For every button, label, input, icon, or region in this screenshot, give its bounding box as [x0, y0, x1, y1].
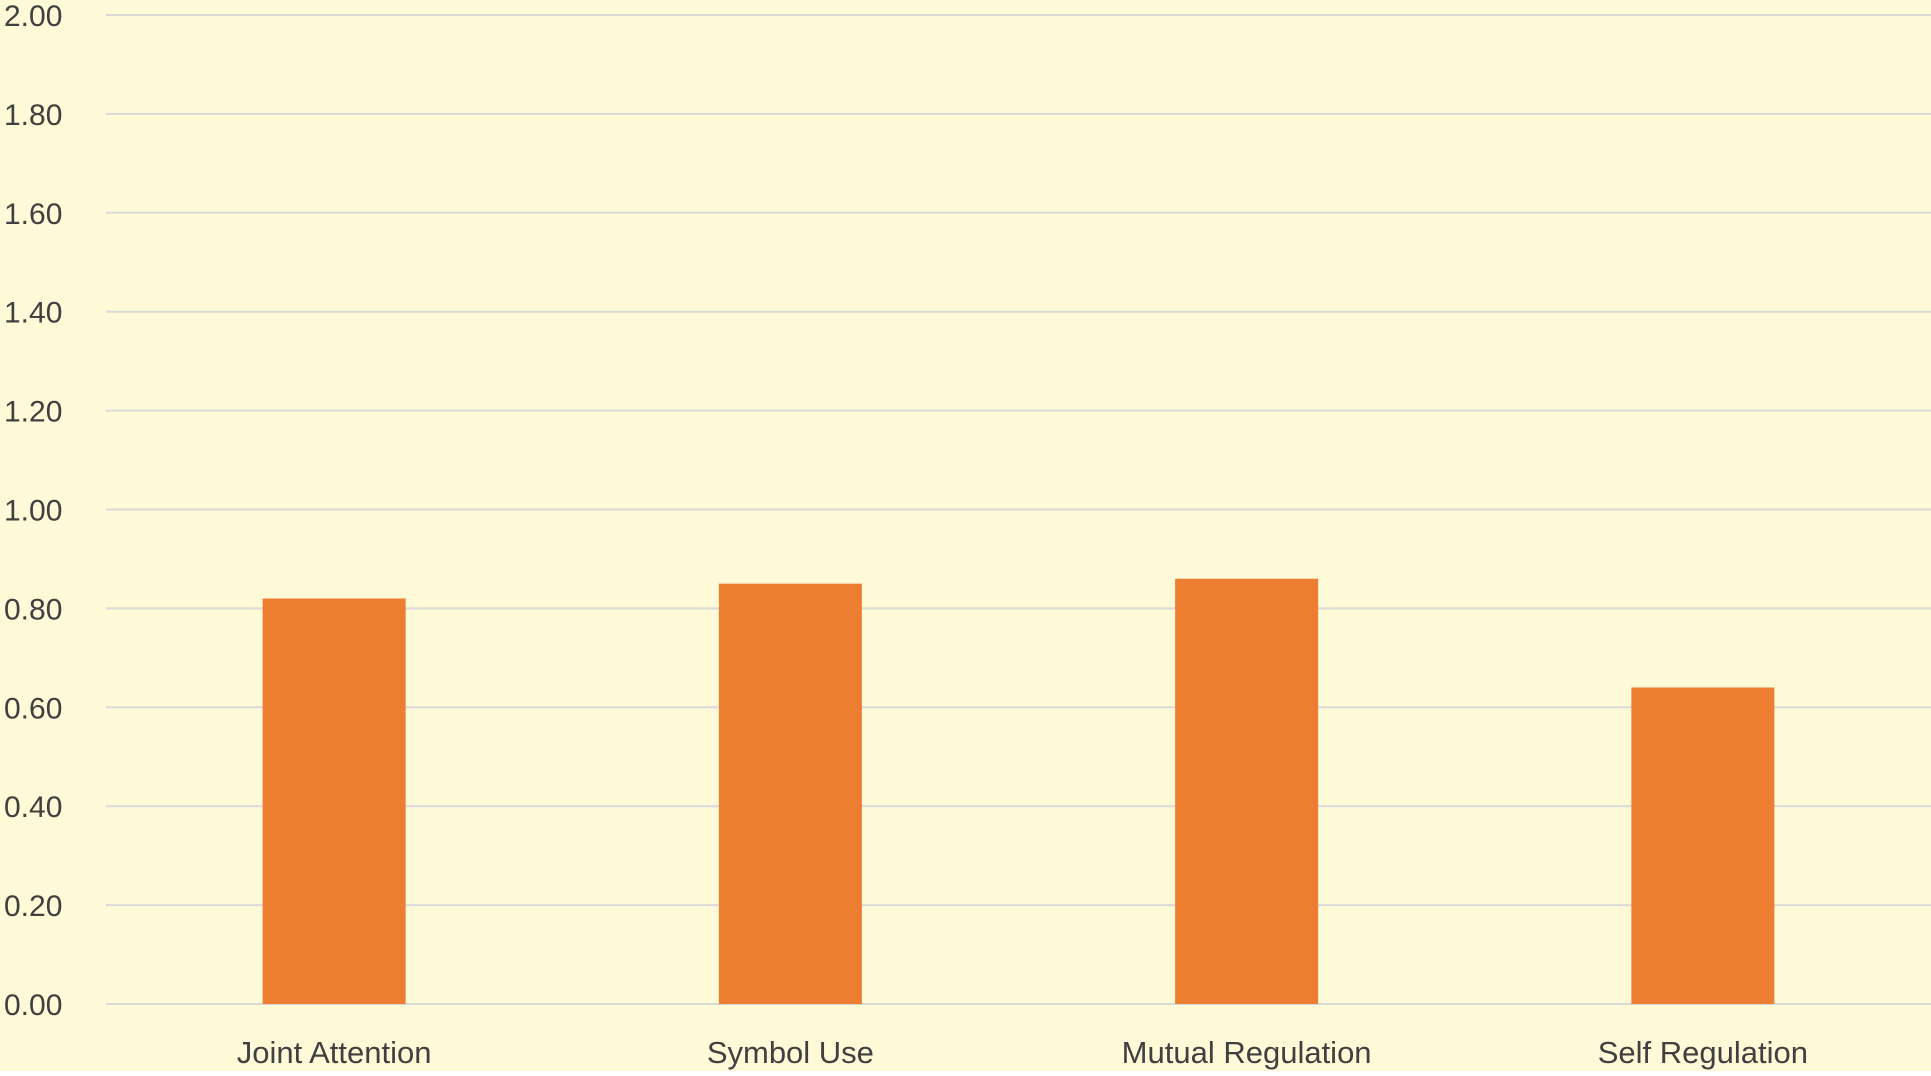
y-tick-label: 2.00 — [4, 0, 62, 33]
y-tick-label: 1.00 — [4, 495, 62, 528]
y-tick-label: 0.00 — [4, 989, 62, 1022]
y-tick-label: 0.60 — [4, 692, 62, 725]
y-tick-label: 0.20 — [4, 890, 62, 923]
y-tick-label: 0.40 — [4, 791, 62, 824]
bar-symbol-use — [718, 583, 862, 1004]
y-tick-label: 1.60 — [4, 198, 62, 231]
x-category-label: Self Regulation — [1598, 1035, 1808, 1070]
y-tick-label: 1.40 — [4, 297, 62, 330]
bars — [262, 578, 1775, 1004]
y-tick-label: 0.80 — [4, 593, 62, 626]
y-tick-label: 1.20 — [4, 396, 62, 429]
x-category-label: Symbol Use — [707, 1035, 874, 1070]
y-axis-tick-labels: 0.00 0.20 0.40 0.60 0.80 1.00 1.20 1.40 1.60 1.80… — [4, 0, 62, 1022]
gridlines — [106, 14, 1931, 1005]
bar-self-regulation — [1631, 687, 1775, 1004]
bar-mutual-regulation — [1175, 578, 1319, 1004]
x-axis-category-labels: Joint Attention Symbol Use Mutual Regulati… — [237, 1035, 1808, 1070]
bar-joint-attention — [262, 598, 406, 1004]
y-tick-label: 1.80 — [4, 99, 62, 132]
x-category-label: Mutual Regulation — [1122, 1035, 1372, 1070]
x-category-label: Joint Attention — [237, 1035, 432, 1070]
